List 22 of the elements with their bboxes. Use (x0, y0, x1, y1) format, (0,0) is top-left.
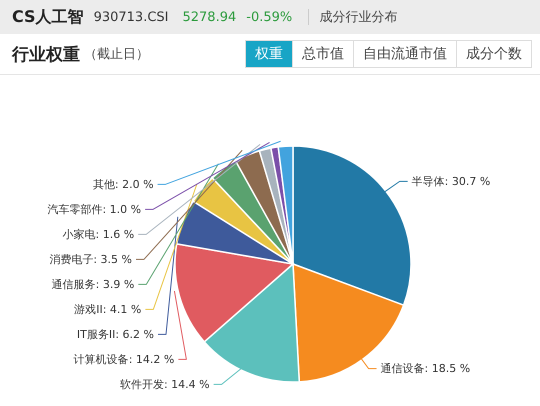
chart-title: 行业权重 (12, 44, 80, 66)
slice-label: 半导体: 30.7 % (412, 174, 490, 188)
slice-label: 软件开发: 14.4 % (120, 378, 210, 391)
text: 总市值 (292, 40, 354, 68)
chart-subtitle: （截止日） (84, 46, 149, 63)
text: 自由流通市值 (353, 40, 457, 68)
text: 5278.94 (182, 10, 236, 24)
slice-label: IT服务II: 6.2 % (76, 328, 154, 341)
slice-label: 其他: 2.0 % (92, 178, 154, 191)
text: CS人工智 (12, 6, 84, 28)
slice-label: 通信服务: 3.9 % (52, 278, 134, 291)
text: 成分行业分布 (319, 9, 398, 26)
slice-label: 小家电: 1.6 % (62, 228, 134, 241)
slice-label: 计算机设备: 14.2 % (74, 352, 174, 366)
slice-label: 消费电子: 3.5 % (49, 252, 132, 266)
text: -0.59% (246, 10, 292, 24)
text: 权重 (245, 40, 293, 68)
text: 930713.CSI (94, 10, 168, 24)
text: 成分个数 (456, 40, 532, 68)
slice-label: 通信设备: 18.5 % (380, 362, 470, 376)
slice-label: 汽车零部件: 1.0 % (47, 202, 142, 216)
slice-label: 游戏II: 4.1 % (74, 302, 142, 316)
